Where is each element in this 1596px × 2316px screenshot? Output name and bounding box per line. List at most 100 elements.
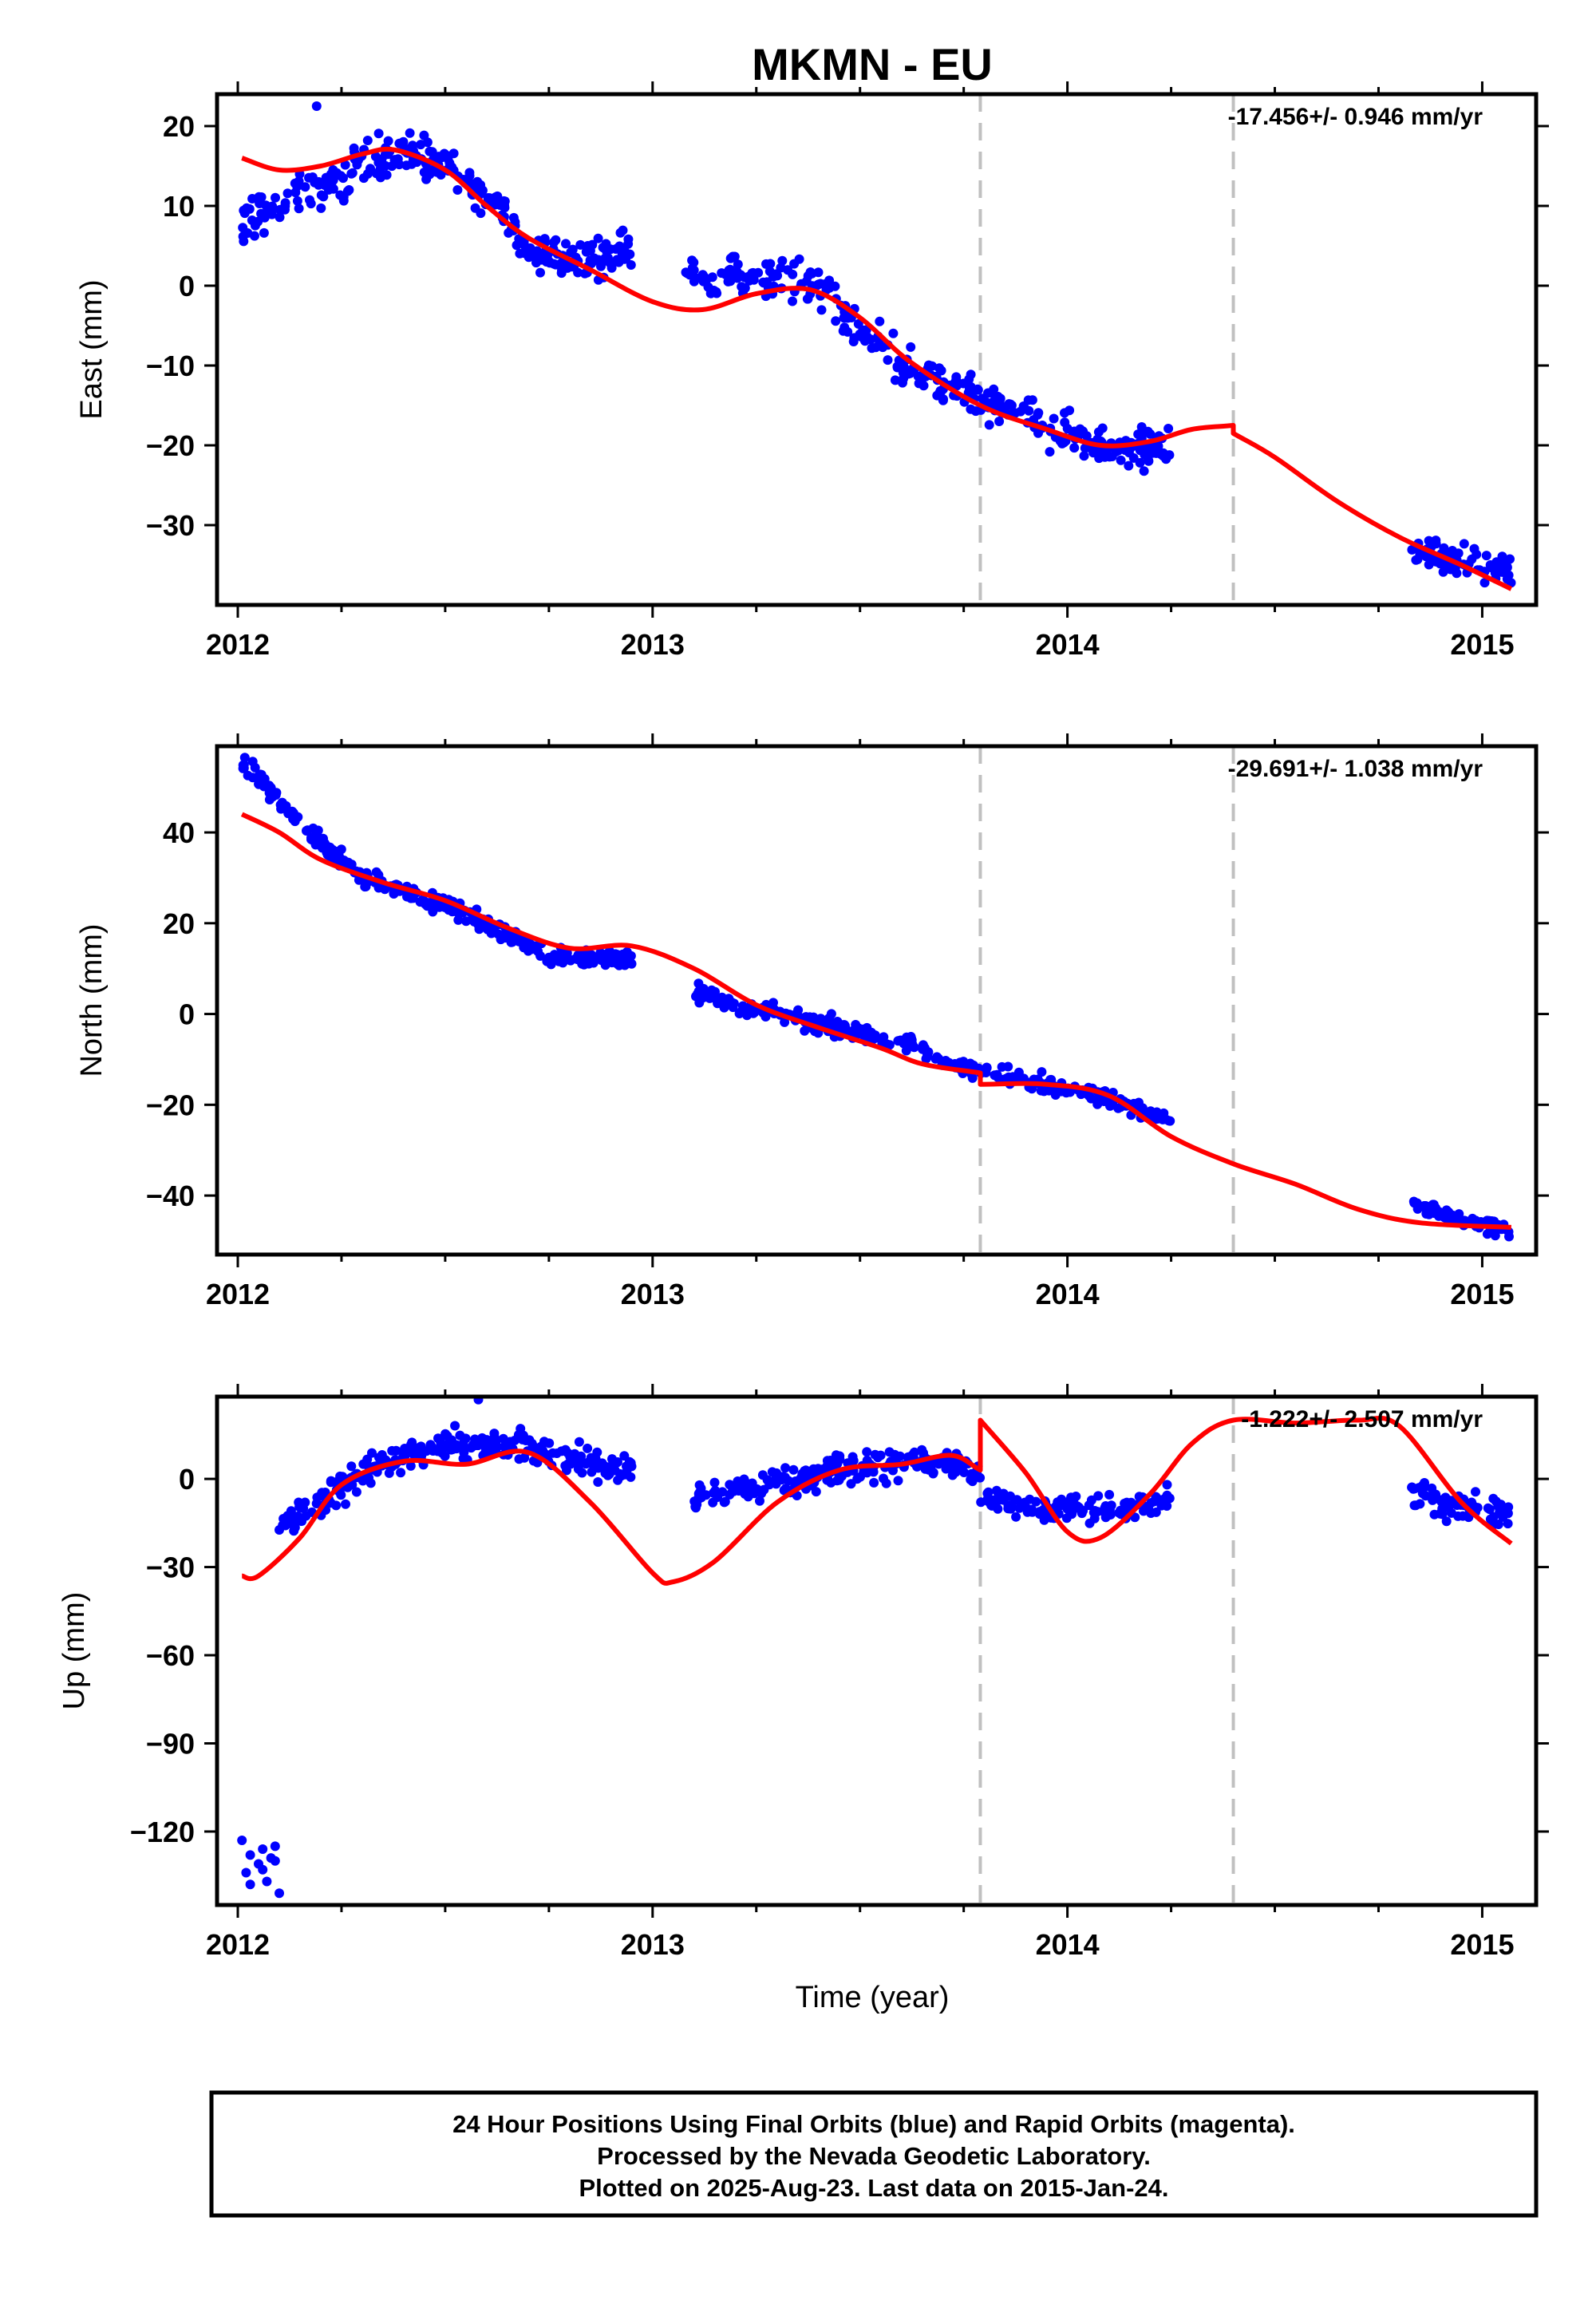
data-point <box>869 1477 879 1488</box>
y-tick-label: −120 <box>130 1816 195 1848</box>
data-point <box>1069 443 1080 453</box>
data-point <box>566 1459 576 1469</box>
y-tick-label: −30 <box>146 1551 195 1584</box>
data-point-outlier <box>275 1888 284 1899</box>
data-point <box>803 294 813 304</box>
data-point <box>893 1476 903 1486</box>
data-point <box>316 203 326 213</box>
data-point <box>693 1494 704 1504</box>
data-point <box>547 1448 558 1458</box>
data-point <box>901 1045 911 1056</box>
model-curve <box>240 812 1511 1230</box>
data-point <box>1084 1518 1095 1528</box>
data-point <box>358 1474 369 1484</box>
y-axis-label: North (mm) <box>75 923 109 1077</box>
x-tick-label: 2014 <box>1036 628 1100 661</box>
data-point <box>581 1459 591 1469</box>
data-point <box>600 1461 610 1472</box>
data-point <box>1146 1508 1156 1518</box>
data-point <box>949 1463 959 1473</box>
data-point <box>808 1464 819 1474</box>
data-point <box>1045 447 1055 457</box>
data-point <box>1502 574 1512 584</box>
data-point <box>453 915 464 925</box>
data-point <box>563 954 573 964</box>
data-point <box>613 1475 623 1485</box>
data-point <box>516 1424 526 1434</box>
data-point <box>436 1446 446 1456</box>
data-point <box>259 227 269 238</box>
data-point <box>239 753 250 763</box>
panel-up: 2012 2013 2014 2015 0 −30 −60 −90 −120 Up (mm) -1.… <box>57 1384 1549 1961</box>
data-point <box>839 313 849 323</box>
data-point <box>524 939 535 949</box>
data-point <box>1439 1500 1449 1511</box>
data-points <box>238 753 1514 1242</box>
y-tick-label: 20 <box>163 907 195 940</box>
data-point <box>527 1438 537 1448</box>
data-point <box>689 257 699 267</box>
data-point <box>396 1468 406 1478</box>
data-point <box>313 825 323 836</box>
data-point <box>275 212 285 223</box>
data-point <box>738 1484 749 1495</box>
data-point <box>593 233 603 243</box>
data-point <box>1033 409 1043 420</box>
data-point <box>539 234 550 244</box>
data-point <box>724 994 734 1004</box>
data-point <box>1409 1484 1420 1494</box>
data-point <box>836 1471 847 1481</box>
data-point <box>831 316 841 326</box>
data-point <box>312 1492 322 1503</box>
data-point <box>1488 1512 1499 1522</box>
data-point <box>626 958 637 969</box>
data-point <box>984 420 994 430</box>
data-point <box>622 947 632 958</box>
data-point <box>1426 1492 1436 1502</box>
data-point <box>556 1446 567 1456</box>
data-point <box>740 283 750 293</box>
data-point <box>905 368 915 378</box>
data-point <box>1049 413 1059 424</box>
data-point <box>579 268 590 279</box>
data-point <box>757 1470 768 1480</box>
y-axis-label: East (mm) <box>75 279 109 419</box>
data-point <box>734 1009 745 1018</box>
data-point <box>607 1454 617 1464</box>
data-point <box>848 337 859 346</box>
data-point <box>1503 1502 1514 1512</box>
footer-line-2: Processed by the Nevada Geodetic Laborat… <box>597 2142 1151 2170</box>
data-point <box>1412 555 1423 565</box>
data-point <box>1006 401 1017 410</box>
data-point <box>489 1432 500 1442</box>
data-point <box>587 259 597 268</box>
data-point <box>610 1465 620 1476</box>
plot-frame <box>215 92 1539 607</box>
data-point <box>696 1484 706 1493</box>
data-point <box>405 1460 416 1471</box>
data-point <box>964 374 974 385</box>
data-point <box>344 185 354 195</box>
y-tick-label: −60 <box>146 1639 195 1672</box>
data-point <box>282 188 293 199</box>
data-point <box>813 267 824 278</box>
plot-frame <box>215 1394 1539 1907</box>
footer-line-1: 24 Hour Positions Using Final Orbits (bl… <box>452 2110 1295 2138</box>
data-point <box>771 1479 781 1489</box>
data-point <box>1151 1109 1161 1119</box>
footer-box: 24 Hour Positions Using Final Orbits (bl… <box>209 2090 1539 2218</box>
data-point <box>419 130 429 140</box>
data-point <box>907 1034 916 1043</box>
data-point <box>697 987 707 997</box>
data-point <box>909 1447 919 1457</box>
data-point <box>477 185 488 196</box>
data-point <box>593 1477 603 1487</box>
data-point <box>881 1478 891 1488</box>
data-point <box>520 242 531 251</box>
data-point <box>986 1495 997 1505</box>
y-tick-label: 0 <box>179 998 195 1031</box>
data-point <box>468 179 478 189</box>
data-point <box>340 160 350 170</box>
data-point-outlier <box>237 1836 247 1845</box>
data-point <box>934 1053 943 1064</box>
